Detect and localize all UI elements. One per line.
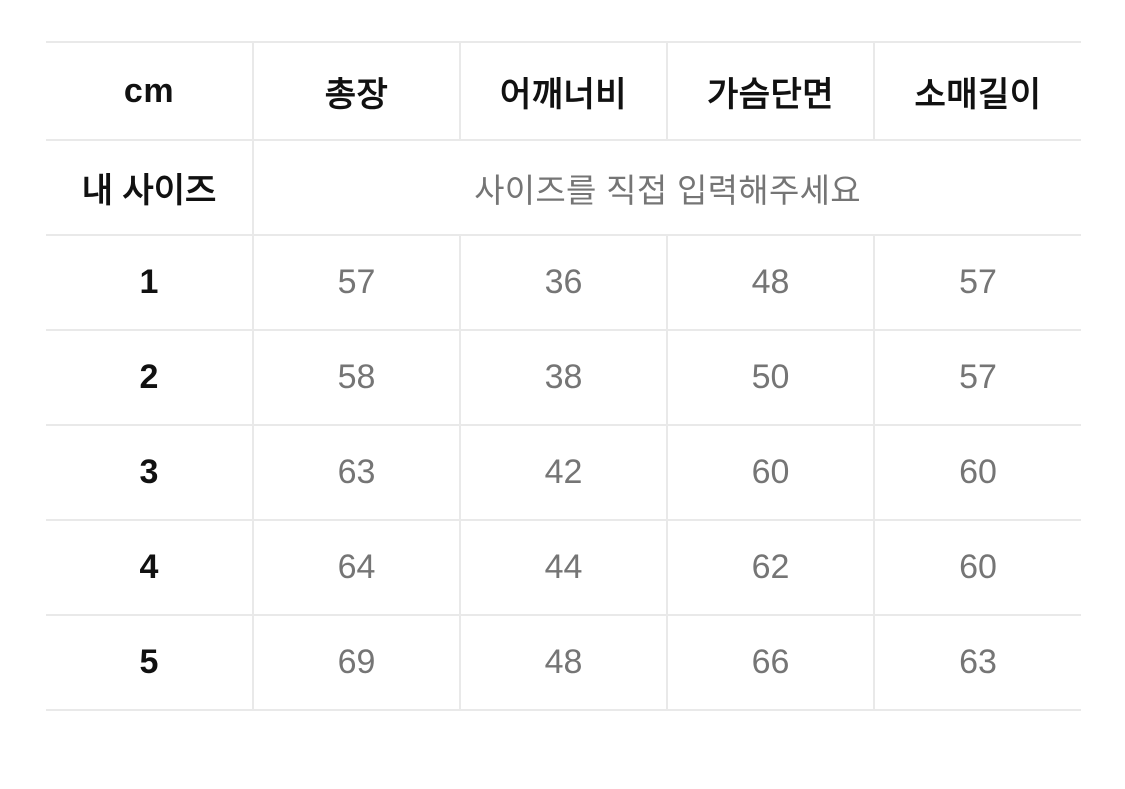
size-value-cell: 60: [666, 424, 875, 521]
my-size-row: 내 사이즈 사이즈를 직접 입력해주세요: [46, 139, 1081, 236]
size-value-cell: 42: [459, 424, 668, 521]
my-size-label-cell: 내 사이즈: [46, 139, 254, 236]
size-value-cell: 58: [252, 329, 461, 426]
my-size-label: 내 사이즈: [81, 172, 217, 210]
table-row-size-4: 4 64 44 62 60: [46, 519, 1081, 616]
table-row-size-3: 3 63 42 60 60: [46, 424, 1081, 521]
size-row-label: 1: [139, 263, 159, 301]
table-row-size-1: 1 57 36 48 57: [46, 234, 1081, 331]
unit-label: cm: [123, 71, 175, 110]
size-value-cell: 57: [873, 234, 1081, 331]
size-row-label-cell: 2: [46, 329, 254, 426]
column-header-chest-width: 가슴단면: [666, 41, 875, 141]
size-value-cell: 36: [459, 234, 668, 331]
size-value-cell: 60: [873, 424, 1081, 521]
size-value-cell: 50: [666, 329, 875, 426]
my-size-input[interactable]: 사이즈를 직접 입력해주세요: [252, 139, 1081, 236]
size-row-label: 5: [139, 643, 159, 681]
size-row-label-cell: 4: [46, 519, 254, 616]
size-chart-table: cm 총장 어깨너비 가슴단면 소매길이 내 사이즈 사이즈를 직접 입력해주세…: [46, 41, 1081, 711]
table-row-size-5: 5 69 48 66 63: [46, 614, 1081, 711]
size-row-label-cell: 5: [46, 614, 254, 711]
size-row-label: 2: [139, 358, 159, 396]
size-value-cell: 48: [666, 234, 875, 331]
size-chart: cm 총장 어깨너비 가슴단면 소매길이 내 사이즈 사이즈를 직접 입력해주세…: [46, 41, 1081, 711]
size-value-cell: 60: [873, 519, 1081, 616]
size-value-cell: 48: [459, 614, 668, 711]
size-value-cell: 57: [873, 329, 1081, 426]
my-size-placeholder: 사이즈를 직접 입력해주세요: [474, 171, 861, 209]
size-row-label-cell: 1: [46, 234, 254, 331]
size-value-cell: 57: [252, 234, 461, 331]
size-row-label: 4: [139, 548, 159, 586]
column-header-shoulder-width: 어깨너비: [459, 41, 668, 141]
size-value-cell: 66: [666, 614, 875, 711]
size-value-cell: 69: [252, 614, 461, 711]
size-value-cell: 44: [459, 519, 668, 616]
size-row-label-cell: 3: [46, 424, 254, 521]
size-row-label: 3: [139, 453, 159, 491]
size-value-cell: 62: [666, 519, 875, 616]
size-value-cell: 38: [459, 329, 668, 426]
size-value-cell: 64: [252, 519, 461, 616]
column-header-total-length: 총장: [252, 41, 461, 141]
header-row: cm 총장 어깨너비 가슴단면 소매길이: [46, 41, 1081, 141]
size-value-cell: 63: [252, 424, 461, 521]
size-value-cell: 63: [873, 614, 1081, 711]
column-header-unit: cm: [46, 41, 254, 141]
table-row-size-2: 2 58 38 50 57: [46, 329, 1081, 426]
column-header-sleeve-length: 소매길이: [873, 41, 1081, 141]
